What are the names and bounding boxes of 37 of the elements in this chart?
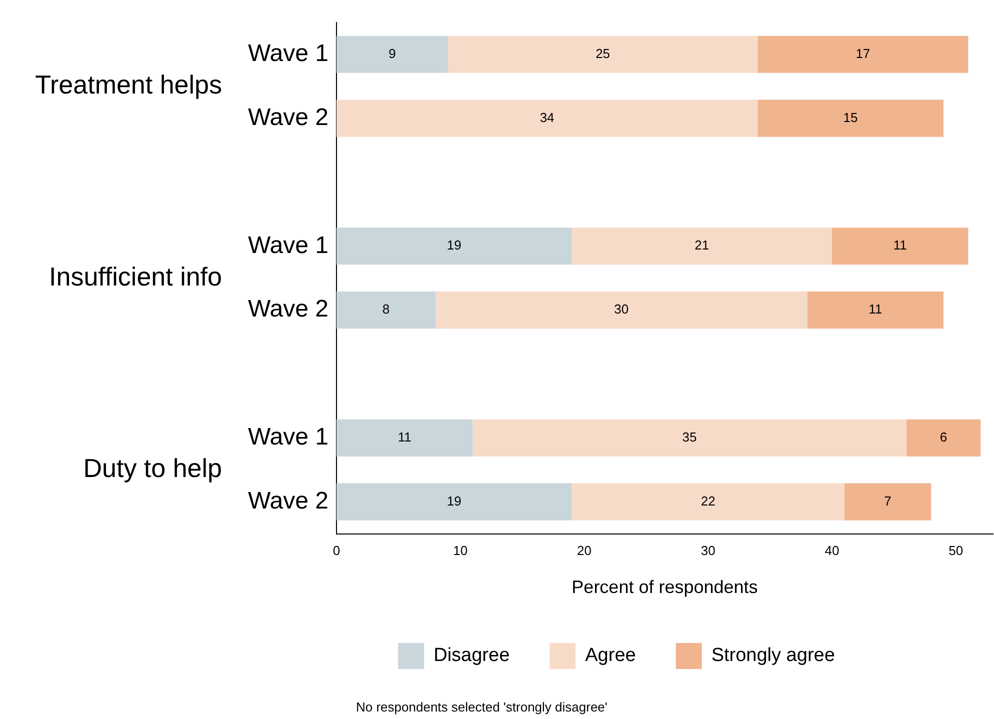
x-tick-label: 50	[948, 543, 964, 558]
data-label: 11	[893, 238, 907, 253]
data-label: 9	[388, 46, 396, 61]
text: Duty to help	[83, 453, 222, 484]
y-tick-label: Wave 2	[248, 487, 328, 514]
data-label: 19	[446, 493, 462, 508]
data-label: 15	[843, 110, 858, 125]
data-label: 34	[540, 110, 554, 125]
data-label: 19	[446, 238, 462, 253]
data-label: 22	[700, 493, 716, 508]
data-label: 30	[614, 302, 629, 317]
y-tick-label: Wave 1	[248, 424, 328, 451]
x-tick-label: 40	[824, 543, 840, 558]
data-label: 7	[884, 493, 892, 508]
x-tick-label: 30	[700, 543, 716, 558]
x-tick-label: 20	[576, 543, 592, 558]
data-label: 25	[596, 46, 610, 61]
data-label: 21	[694, 238, 710, 253]
y-tick-label: Wave 2	[248, 296, 328, 323]
y-tick-label: Wave 2	[248, 104, 328, 131]
data-label: 6	[940, 429, 948, 444]
x-tick-label: 10	[453, 543, 468, 558]
legend-label: Disagree	[434, 645, 510, 666]
x-axis-title: Percent of respondents	[572, 577, 758, 598]
data-label: 35	[682, 429, 697, 444]
text: Treatment helps	[35, 69, 222, 100]
y-tick-label: Wave 1	[248, 232, 328, 259]
legend-label: Agree	[585, 645, 636, 666]
y-tick-label: Wave 1	[248, 40, 328, 67]
x-tick-label: 0	[332, 543, 340, 558]
data-label: 8	[382, 302, 390, 317]
data-label: 17	[856, 46, 870, 61]
data-label: 11	[868, 302, 882, 317]
data-label: 11	[398, 429, 412, 444]
legend-label: Strongly agree	[711, 645, 835, 666]
text: Insufficient info	[49, 261, 222, 292]
text: No respondents selected 'strongly disagree'	[356, 700, 608, 715]
